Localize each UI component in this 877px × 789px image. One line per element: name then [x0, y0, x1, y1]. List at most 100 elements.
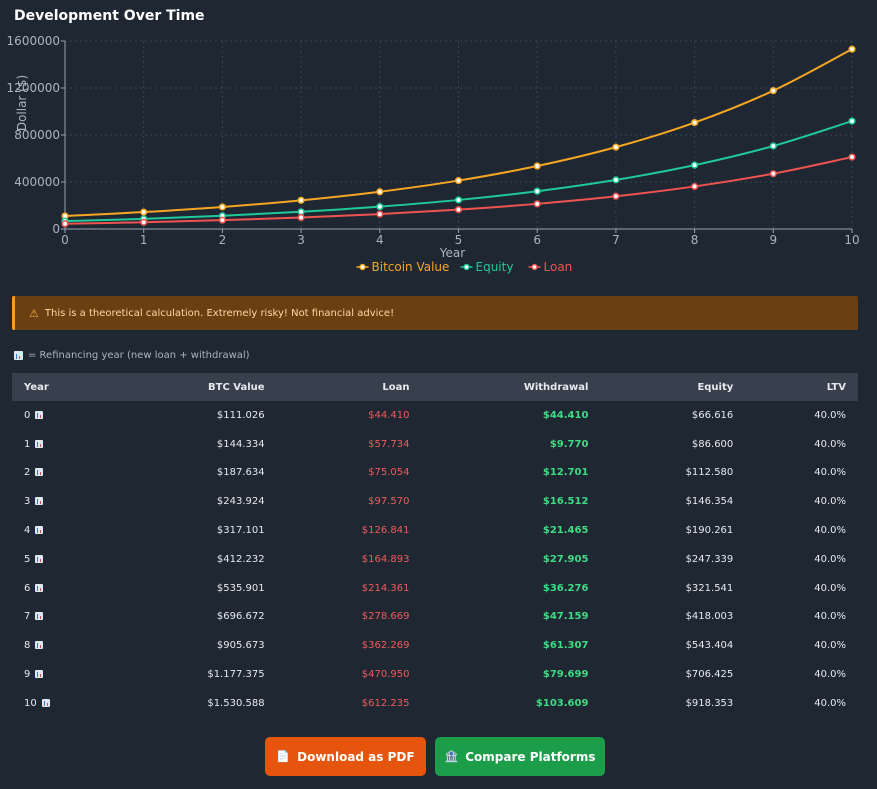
x-axis-label: Year	[439, 246, 465, 260]
y-tick-label: 800000	[14, 128, 60, 142]
table-row: 10 $1.530.588 $612.235 $103.609 $918.353 40.0…	[12, 689, 858, 718]
col-btc-value: BTC Value	[208, 381, 265, 393]
data-point	[376, 210, 384, 218]
year-value: 2	[24, 467, 31, 479]
bank-icon: 🏦	[444, 750, 459, 763]
chart-icon	[35, 612, 44, 621]
chart-icon	[35, 439, 44, 448]
cell-ltv: 40.0%	[814, 611, 846, 623]
cell-btc-value: $905.673	[216, 640, 265, 652]
cell-equity: $86.600	[691, 438, 734, 450]
cell-btc-value: $535.901	[216, 582, 265, 594]
cell-withdrawal: $47.159	[542, 611, 589, 623]
data-point	[454, 176, 463, 185]
table-row: 2 $187.634 $75.054 $12.701 $112.580 40.0%	[12, 459, 858, 488]
cell-year: 4	[12, 516, 112, 545]
chart-icon	[14, 351, 23, 360]
data-point	[612, 176, 620, 184]
year-value: 6	[24, 582, 31, 594]
data-point	[376, 203, 384, 211]
cell-equity: $112.580	[685, 467, 734, 479]
cell-year: 8	[12, 631, 112, 660]
refinancing-legend-note: = Refinancing year (new loan + withdrawa…	[14, 350, 250, 361]
cell-equity: $66.616	[691, 409, 734, 421]
cell-ltv: 40.0%	[814, 525, 846, 537]
legend-marker	[359, 263, 366, 271]
data-point	[769, 87, 777, 95]
cell-year: 6	[12, 574, 112, 603]
data-point	[297, 213, 305, 222]
cell-ltv: 40.0%	[814, 409, 846, 421]
warning-text: This is a theoretical calculation. Extre…	[44, 307, 395, 319]
chart-icon	[35, 526, 44, 535]
cell-ltv: 40.0%	[814, 582, 846, 594]
cell-withdrawal: $36.276	[542, 582, 589, 594]
data-point	[454, 206, 463, 214]
cell-btc-value: $317.101	[216, 525, 265, 537]
table-row: 3 $243.924 $97.570 $16.512 $146.354 40.0%	[12, 487, 858, 516]
legend-label: Equity	[476, 260, 514, 274]
cell-btc-value: $696.672	[216, 611, 265, 623]
data-point	[848, 117, 856, 125]
cell-ltv: 40.0%	[814, 640, 846, 652]
section-title: Development Over Time	[14, 8, 205, 24]
cell-btc-value: $1.177.375	[207, 669, 265, 681]
x-tick-label: 2	[219, 233, 227, 247]
cell-equity: $918.353	[685, 697, 734, 709]
cell-year: 7	[12, 603, 112, 632]
year-value: 8	[24, 640, 31, 652]
year-value: 4	[24, 525, 31, 537]
development-line-chart: 0 1 2 3 4 5 6 7 8 9 10 0 400000 800000 1200000 1600000 Y…	[7, 34, 860, 274]
data-point	[612, 192, 620, 200]
table-row: 4 $317.101 $126.841 $21.465 $190.261 40.0%	[12, 516, 858, 545]
cell-withdrawal: $79.699	[542, 669, 589, 681]
x-tick-label: 1	[140, 233, 148, 247]
cell-year: 9	[12, 660, 112, 689]
data-point	[769, 170, 777, 178]
cell-withdrawal: $9.770	[549, 438, 589, 450]
cell-year: 1	[12, 430, 112, 459]
data-point	[376, 188, 384, 196]
x-tick-label: 9	[769, 233, 777, 247]
cell-btc-value: $187.634	[216, 467, 265, 479]
chart-icon	[35, 497, 44, 506]
col-ltv: LTV	[826, 381, 846, 393]
data-point	[690, 118, 699, 127]
y-tick-label: 1200000	[7, 81, 60, 95]
cell-equity: $543.404	[685, 640, 734, 652]
legend-label: Loan	[544, 260, 573, 274]
development-table: Year BTC Value Loan Withdrawal Equity LT…	[12, 373, 858, 718]
chart-icon	[35, 410, 44, 419]
compare-platforms-button[interactable]: 🏦 Compare Platforms	[435, 737, 605, 776]
x-tick-label: 6	[533, 233, 541, 247]
cell-loan: $75.054	[368, 467, 410, 479]
cell-equity: $190.261	[685, 525, 734, 537]
cell-loan: $97.570	[368, 496, 410, 508]
cell-year: 10	[12, 689, 112, 718]
col-year: Year	[24, 381, 49, 393]
cell-equity: $321.541	[685, 582, 734, 594]
data-point	[690, 182, 699, 191]
x-tick-label: 7	[612, 233, 620, 247]
cell-btc-value: $144.334	[216, 438, 265, 450]
chart-icon	[35, 554, 44, 563]
cell-loan: $164.893	[361, 553, 410, 565]
data-point	[218, 203, 226, 211]
cell-btc-value: $111.026	[216, 409, 265, 421]
year-value: 10	[24, 697, 37, 709]
cell-equity: $418.003	[685, 611, 734, 623]
cell-loan: $362.269	[361, 640, 410, 652]
cell-loan: $470.950	[361, 669, 410, 681]
cell-ltv: 40.0%	[814, 553, 846, 565]
data-point	[769, 142, 777, 150]
table-row: 7 $696.672 $278.669 $47.159 $418.003 40.0%	[12, 603, 858, 632]
y-tick-label: 0	[52, 222, 60, 236]
year-value: 1	[24, 438, 31, 450]
chart-icon	[35, 670, 44, 679]
chart-icon	[41, 698, 50, 707]
download-pdf-button[interactable]: 📄 Download as PDF	[265, 737, 426, 776]
year-value: 9	[24, 669, 31, 681]
cell-withdrawal: $27.905	[542, 553, 589, 565]
data-point	[848, 45, 856, 53]
table-row: 1 $144.334 $57.734 $9.770 $86.600 40.0%	[12, 430, 858, 459]
